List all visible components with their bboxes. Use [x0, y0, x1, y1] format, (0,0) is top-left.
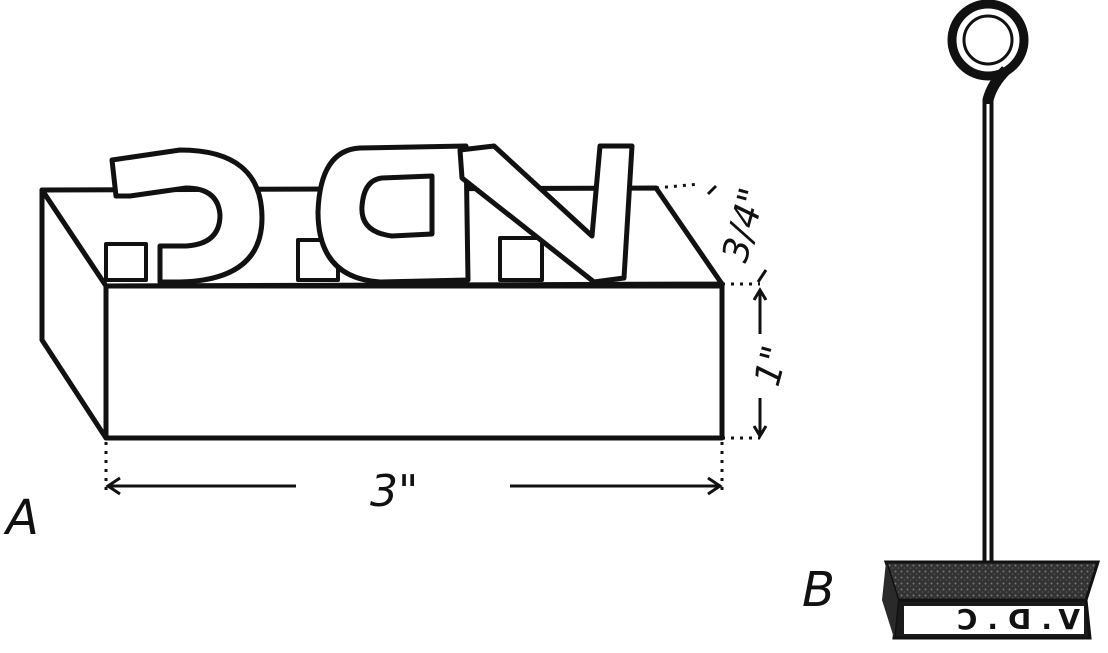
letter-v-shape	[457, 143, 635, 285]
dim-length-right-arrow	[510, 476, 723, 496]
dim-height-top-arrow	[752, 287, 768, 334]
block-front-face	[103, 283, 725, 441]
letter-d-counter	[359, 173, 435, 239]
dim-height-bottom-arrow	[752, 398, 768, 439]
stamp-lettering: V.D.C	[904, 603, 1084, 636]
dim-height-label: 1"	[747, 342, 797, 391]
letter-v-tab	[498, 236, 544, 282]
figure-b-label: B	[802, 562, 835, 618]
dim-letter-height-label: 3/4"	[715, 184, 774, 267]
raised-letter-c	[104, 147, 265, 285]
ring-handle	[947, 0, 1029, 81]
raised-letter-d	[296, 143, 471, 285]
dim-length-left-arrow	[105, 476, 296, 496]
iron-rod	[982, 66, 1010, 566]
stamp-text: V.D.C	[947, 603, 1080, 636]
letter-c-tab	[104, 242, 148, 282]
raised-letter-v	[457, 143, 635, 285]
stamp-head-top	[883, 560, 1101, 602]
figure-a-label: A	[3, 490, 39, 546]
letter-c-shape	[109, 147, 265, 285]
dim-length-label: 3"	[370, 466, 418, 517]
dim-letter-arrows	[706, 184, 768, 283]
figure-a-block: 3/4" 1" 3" A	[3, 143, 797, 546]
figure-b-iron: V.D.C B	[802, 0, 1101, 640]
